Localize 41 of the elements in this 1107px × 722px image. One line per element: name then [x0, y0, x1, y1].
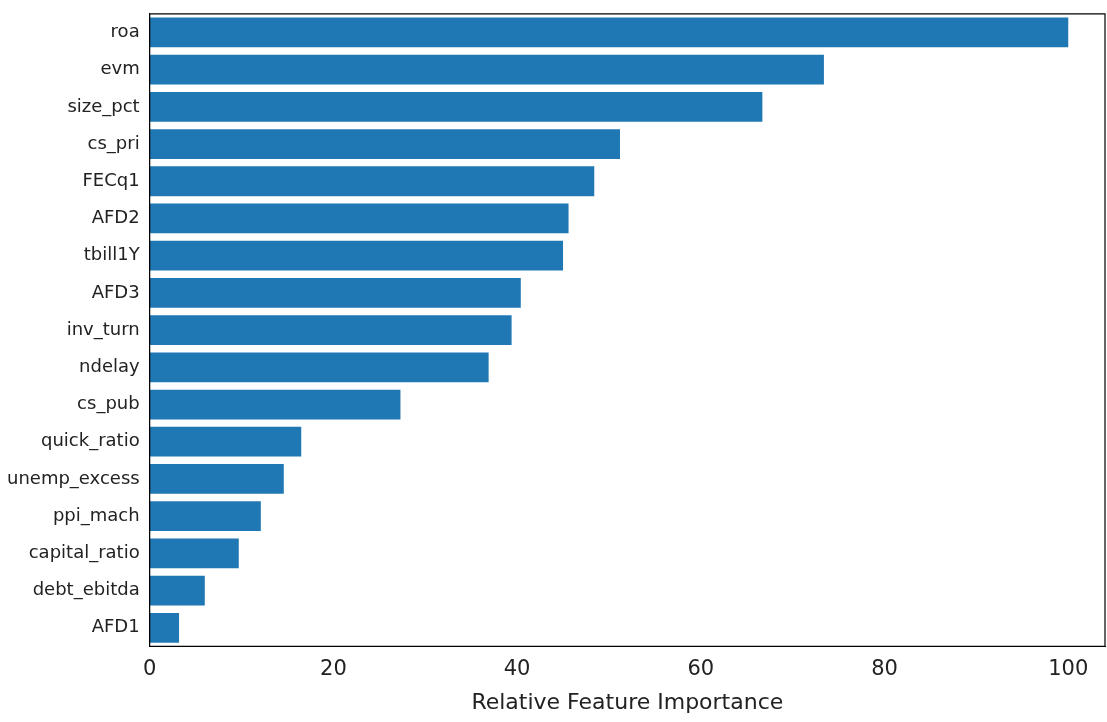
y-tick-label: ndelay: [79, 354, 141, 376]
bar: [149, 501, 261, 532]
bar: [149, 91, 763, 122]
x-tick-label: 20: [320, 656, 347, 681]
x-tick-label: 60: [687, 656, 715, 681]
bar: [149, 203, 569, 234]
bar: [149, 240, 564, 271]
bar: [149, 54, 824, 85]
y-tick-label: unemp_excess: [7, 466, 140, 489]
bar: [149, 17, 1069, 48]
y-tick-label: AFD3: [91, 280, 140, 302]
y-tick-label: evm: [100, 57, 140, 79]
y-tick-label: inv_turn: [66, 317, 140, 340]
bar: [149, 575, 205, 606]
y-tick-label: tbill1Y: [83, 243, 141, 265]
bar: [149, 612, 180, 643]
bar: [149, 278, 521, 308]
bar: [149, 464, 284, 494]
y-tick-label: FECq1: [82, 168, 140, 190]
bar: [149, 352, 489, 383]
y-tick-label: debt_ebitda: [32, 578, 140, 601]
y-tick-label: AFD1: [91, 615, 140, 637]
y-tick-label: cs_pri: [87, 131, 140, 154]
y-tick-label: capital_ratio: [28, 541, 140, 564]
x-tick-label: 80: [871, 656, 898, 681]
bar: [149, 166, 595, 197]
x-axis-title: Relative Feature Importance: [471, 688, 784, 714]
x-tick-label: 40: [503, 656, 531, 681]
x-tick-label: 0: [142, 656, 157, 681]
y-tick-label: roa: [110, 20, 140, 42]
y-tick-label: AFD2: [91, 206, 140, 228]
x-tick-label: 100: [1048, 656, 1089, 681]
bar: [149, 538, 239, 569]
bar: [149, 389, 401, 420]
y-tick-label: ppi_mach: [52, 503, 140, 526]
bar: [149, 315, 512, 345]
y-tick-label: size_pct: [67, 94, 140, 117]
bar: [149, 426, 302, 457]
y-tick-label: cs_pub: [77, 392, 140, 415]
bar: [149, 129, 620, 159]
y-tick-label: quick_ratio: [41, 429, 140, 452]
